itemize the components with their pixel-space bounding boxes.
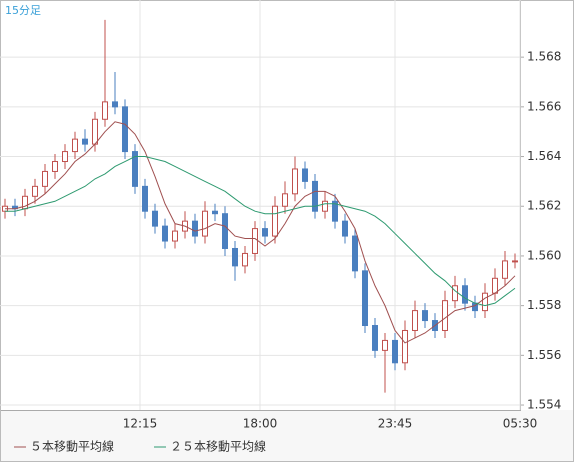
candle-body [242,252,248,267]
candle-body [132,151,138,187]
candle-body [302,168,308,182]
candle-body [502,260,508,279]
candle-body [342,220,348,237]
candle-body [152,210,158,227]
candle-body [312,180,318,212]
legend-label: ５本移動平均線 [30,439,114,454]
candle-body [122,106,128,153]
candle-body [362,270,368,327]
candle-body [412,310,418,331]
footer-band [0,410,574,462]
candle-body [382,339,388,351]
legend-label: ２５本移動平均線 [170,439,266,454]
candle-body [322,200,328,212]
candle-body [482,292,488,312]
candle-body [32,185,38,197]
candle-body [172,230,178,242]
y-tick-label: 1.558 [527,298,561,312]
candle-body [462,285,468,304]
candle-body [162,225,168,242]
moving-average-line [5,121,516,344]
chart-title: 15分足 [5,4,41,17]
candle-body [42,170,48,187]
x-tick-label: 18:00 [243,417,278,431]
candle-body [272,205,278,237]
candle-body [52,161,58,172]
candle-body [422,310,428,322]
candle-body [72,138,78,153]
candle-body [112,101,118,108]
candle-body [142,185,148,212]
candle-body [292,168,298,195]
candle-body [282,193,288,207]
candle-body [92,118,98,145]
candle-body [492,277,498,294]
candle-body [452,285,458,302]
candle-body [332,200,338,222]
y-tick-label: 1.566 [527,99,561,113]
y-tick-label: 1.564 [527,149,561,163]
candle-body [202,210,208,237]
moving-average-line [5,156,516,307]
candle-body [82,138,88,145]
candle-body [442,300,448,331]
candle-body [222,213,228,249]
x-tick-label: 05:30 [503,417,538,431]
candle-body [352,235,358,272]
x-tick-label: 12:15 [123,417,158,431]
candle-body [372,325,378,351]
candle-body [392,339,398,364]
candle-body [252,228,258,254]
candle-body [512,260,518,263]
candle-body [232,247,238,267]
candle-body [192,220,198,237]
x-tick-label: 23:45 [378,417,413,431]
candle-body [212,210,218,215]
y-tick-label: 1.568 [527,50,561,64]
y-tick-label: 1.562 [527,199,561,213]
candle-body [62,151,68,163]
y-tick-label: 1.556 [527,348,561,362]
y-tick-label: 1.560 [527,248,561,262]
y-tick-label: 1.554 [527,398,561,412]
candle-body [102,101,108,120]
candle-body [262,228,268,237]
candle-body [402,329,408,364]
